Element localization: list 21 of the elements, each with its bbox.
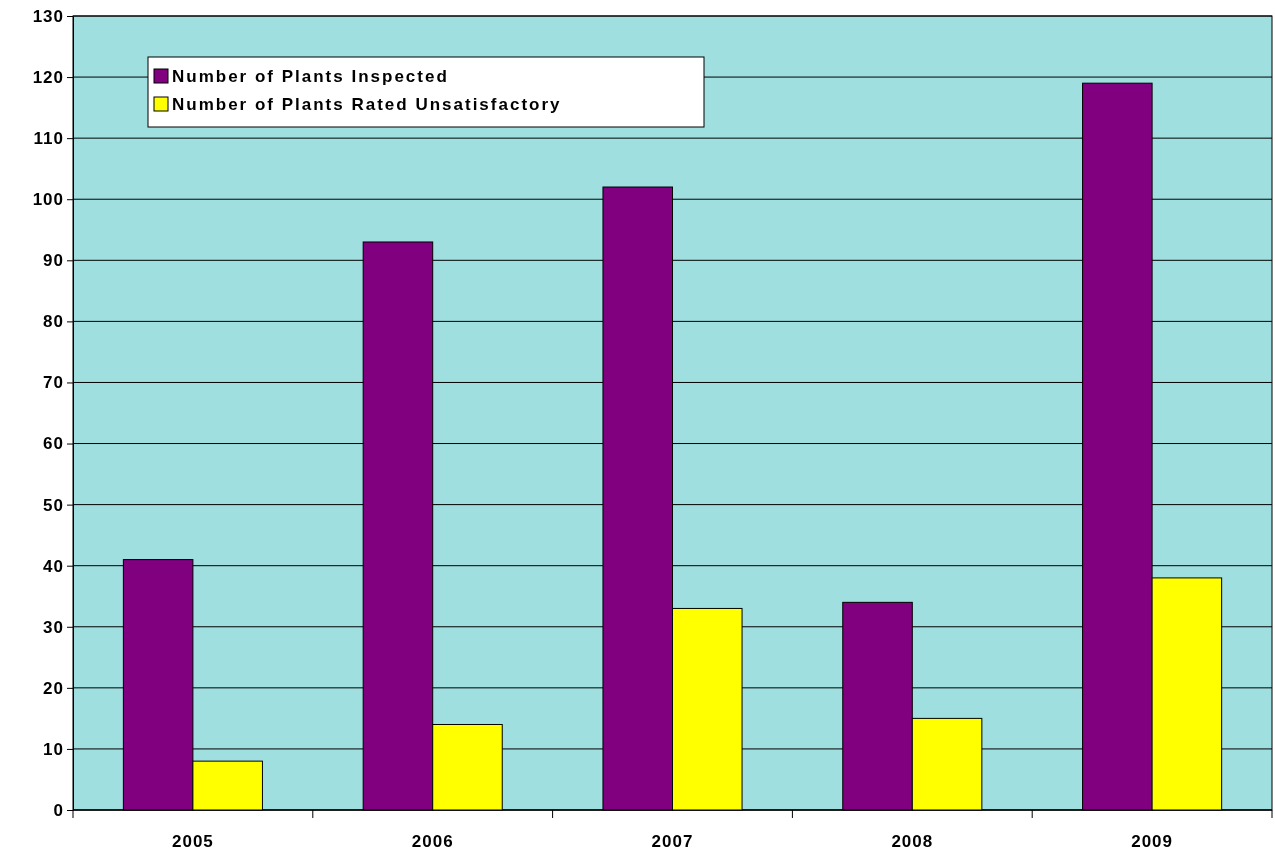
x-tick-label: 2006 bbox=[411, 832, 454, 851]
x-tick-label: 2008 bbox=[891, 832, 934, 851]
y-tick-label: 90 bbox=[43, 251, 64, 271]
legend-label: Number of Plants Rated Unsatisfactory bbox=[172, 95, 562, 114]
y-tick-label: 120 bbox=[32, 68, 64, 88]
y-tick-label: 110 bbox=[33, 129, 64, 149]
y-tick-label: 10 bbox=[43, 739, 64, 759]
y-tick-label: 70 bbox=[43, 373, 64, 393]
y-tick-label: 60 bbox=[43, 434, 64, 454]
y-tick-label: 40 bbox=[43, 556, 64, 576]
y-tick-label: 30 bbox=[43, 617, 64, 637]
y-tick-label: 20 bbox=[43, 678, 64, 698]
x-tick-label: 2005 bbox=[171, 832, 214, 851]
y-tick-label: 100 bbox=[32, 190, 64, 210]
y-tick-label: 0 bbox=[53, 800, 64, 820]
legend-label: Number of Plants Inspected bbox=[172, 67, 449, 86]
y-tick-label: 80 bbox=[43, 312, 64, 332]
x-tick-label: 2009 bbox=[1131, 832, 1174, 851]
x-tick-label: 2007 bbox=[651, 832, 694, 851]
y-tick-label: 50 bbox=[43, 495, 64, 515]
y-tick-label: 130 bbox=[32, 6, 64, 26]
